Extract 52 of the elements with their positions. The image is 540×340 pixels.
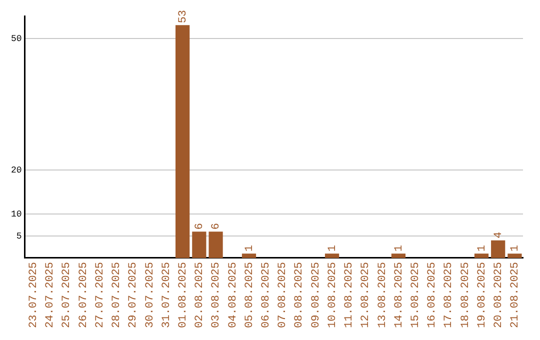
bar <box>242 254 256 258</box>
x-tick-label: 01.08.2025 <box>177 262 190 328</box>
data-label: 4 <box>493 231 505 238</box>
bar <box>324 254 340 258</box>
x-tick-label: 29.07.2025 <box>128 262 140 328</box>
bar <box>474 254 489 258</box>
x-tick-label: 19.08.2025 <box>476 262 488 328</box>
data-label: 1 <box>326 244 339 252</box>
x-tick-label: 08.08.2025 <box>294 262 306 328</box>
y-tick-label: 50 <box>10 34 22 44</box>
x-tick-label: 10.08.2025 <box>326 262 339 328</box>
x-tick-label: 14.08.2025 <box>393 262 406 328</box>
bar <box>208 232 223 258</box>
bar <box>176 25 190 258</box>
x-tick-label: 17.08.2025 <box>443 262 456 328</box>
x-tick-label: 12.08.2025 <box>360 262 372 328</box>
y-tick-label: 5 <box>16 231 22 242</box>
y-tick-label: 10 <box>10 209 22 220</box>
bar <box>192 232 206 258</box>
data-label: 1 <box>510 244 522 252</box>
x-tick-label: 09.08.2025 <box>310 262 322 328</box>
x-tick-label: 24.07.2025 <box>44 262 57 328</box>
x-tick-label: 06.08.2025 <box>260 262 273 328</box>
x-tick-label: 31.07.2025 <box>160 262 173 328</box>
x-tick-label: 13.08.2025 <box>376 262 389 328</box>
x-tick-label: 26.07.2025 <box>78 262 90 328</box>
data-label: 1 <box>244 244 256 252</box>
x-tick-label: 04.08.2025 <box>227 262 240 328</box>
bar <box>391 254 406 258</box>
x-tick-label: 02.08.2025 <box>194 262 206 328</box>
x-tick-label: 25.07.2025 <box>61 262 74 328</box>
x-tick-label: 15.08.2025 <box>410 262 422 328</box>
x-tick-label: 07.08.2025 <box>277 262 290 328</box>
data-label: 1 <box>476 244 488 252</box>
x-tick-label: 05.08.2025 <box>244 262 256 328</box>
x-tick-label: 11.08.2025 <box>344 262 356 328</box>
y-tick-label: 20 <box>10 166 22 176</box>
x-tick-label: 27.07.2025 <box>94 262 106 328</box>
data-label: 6 <box>194 223 206 230</box>
bar <box>508 254 522 258</box>
x-tick-label: 28.07.2025 <box>111 262 124 328</box>
data-label: 6 <box>210 223 223 230</box>
bar <box>491 240 506 258</box>
data-label: 53 <box>177 10 190 24</box>
x-tick-label: 30.07.2025 <box>144 262 156 328</box>
data-label: 1 <box>393 244 406 252</box>
x-tick-label: 18.08.2025 <box>460 262 472 328</box>
x-tick-label: 16.08.2025 <box>426 262 439 328</box>
x-tick-label: 23.07.2025 <box>28 262 40 328</box>
x-tick-label: 03.08.2025 <box>210 262 223 328</box>
x-tick-label: 20.08.2025 <box>493 262 505 328</box>
x-tick-label: 21.08.2025 <box>510 262 522 328</box>
